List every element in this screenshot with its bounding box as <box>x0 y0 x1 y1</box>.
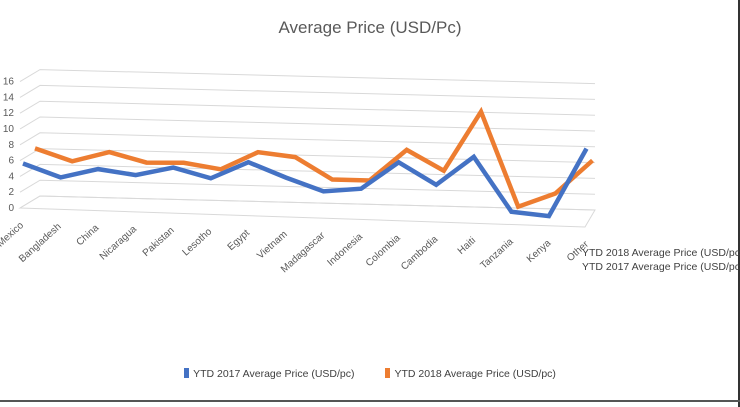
gridline-1 <box>19 179 596 195</box>
y-tick-label-4: 8 <box>8 140 14 151</box>
x-tick-label-haiti: Haiti <box>456 235 478 257</box>
legend-swatch-2018 <box>385 368 391 378</box>
gridline-6 <box>19 100 596 116</box>
y-tick-label-6: 12 <box>3 108 15 119</box>
y-tick-label-3: 6 <box>8 156 14 167</box>
x-tick-label-mexico: Mexico <box>0 220 26 250</box>
y-tick-label-1: 2 <box>8 187 14 198</box>
y-tick-label-0: 0 <box>8 203 14 214</box>
y-tick-label-5: 10 <box>3 124 15 135</box>
y-tick-label-8: 16 <box>3 77 15 88</box>
legend-swatch-2017 <box>184 368 190 378</box>
y-tick-label-2: 4 <box>8 171 14 182</box>
legend-label-2017: YTD 2017 Average Price (USD/pc) <box>193 368 355 380</box>
y-tick-label-7: 14 <box>3 92 15 103</box>
x-tick-label-nicaragua: Nicaragua <box>98 224 140 263</box>
chart-title: Average Price (USD/Pc) <box>278 18 462 37</box>
legend-item-2017: YTD 2017 Average Price (USD/pc) <box>184 368 355 380</box>
gridline-2 <box>19 163 596 179</box>
gridline-0 <box>19 195 596 211</box>
x-tick-label-cambodia: Cambodia <box>399 234 441 273</box>
gridline-8 <box>19 69 596 85</box>
depth-axis-label-2018: YTD 2018 Average Price (USD/pc) <box>582 247 740 259</box>
x-tick-label-egypt: Egypt <box>226 228 253 253</box>
gridline-4 <box>19 132 596 148</box>
legend-item-2018: YTD 2018 Average Price (USD/pc) <box>385 368 556 380</box>
depth-axis-label-2017: YTD 2017 Average Price (USD/pc) <box>582 261 740 273</box>
x-tick-label-indonesia: Indonesia <box>325 231 365 268</box>
x-tick-label-lesotho: Lesotho <box>181 226 215 258</box>
series-line-2017 <box>22 147 589 219</box>
x-tick-label-china: China <box>75 222 102 248</box>
chart-legend: YTD 2017 Average Price (USD/pc) YTD 2018… <box>0 368 740 380</box>
x-tick-label-vietnam: Vietnam <box>255 229 289 262</box>
x-tick-label-pakistan: Pakistan <box>141 225 177 259</box>
window-bottom-edge <box>0 400 740 402</box>
gridline-5 <box>19 116 596 132</box>
x-tick-label-tanzania: Tanzania <box>479 236 516 271</box>
x-tick-label-colombia: Colombia <box>364 232 403 269</box>
legend-label-2018: YTD 2018 Average Price (USD/pc) <box>394 368 556 380</box>
gridline-7 <box>19 84 596 100</box>
series-line-2018 <box>34 106 594 210</box>
x-tick-label-kenya: Kenya <box>525 237 554 264</box>
